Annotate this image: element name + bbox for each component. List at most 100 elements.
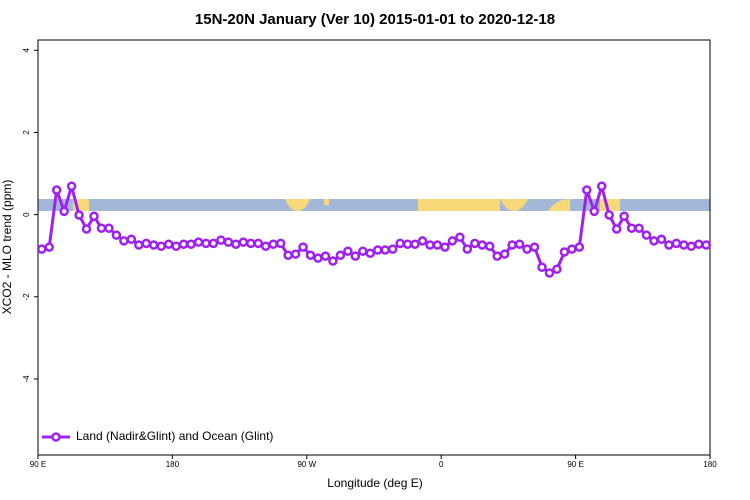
x-tick-label: 0 xyxy=(439,460,444,469)
data-point xyxy=(470,238,480,249)
data-point xyxy=(387,244,398,254)
data-point xyxy=(567,244,577,254)
data-point xyxy=(350,251,361,261)
data-point xyxy=(268,239,278,249)
data-point xyxy=(283,250,293,261)
data-point xyxy=(358,246,368,256)
data-point xyxy=(701,240,712,250)
data-point xyxy=(417,236,428,246)
data-point xyxy=(365,248,376,259)
data-point xyxy=(156,241,166,252)
data-point xyxy=(275,238,286,249)
data-point xyxy=(507,240,517,250)
data-point xyxy=(619,211,629,222)
data-point xyxy=(649,236,659,246)
data-point xyxy=(208,238,219,249)
data-point xyxy=(126,234,137,245)
data-point xyxy=(425,240,435,250)
data-point xyxy=(529,242,540,252)
data-point xyxy=(223,237,234,247)
data-point xyxy=(596,181,607,192)
chart-title: 15N-20N January (Ver 10) 2015-01-01 to 2… xyxy=(195,11,555,28)
data-point xyxy=(216,235,226,245)
data-point xyxy=(499,249,510,259)
data-point xyxy=(141,238,152,249)
data-point xyxy=(111,230,122,240)
data-point xyxy=(66,181,77,192)
data-point xyxy=(402,239,413,249)
data-point xyxy=(626,223,637,233)
y-tick-label: 4 xyxy=(22,47,31,52)
data-point xyxy=(163,239,174,249)
data-point xyxy=(81,224,92,234)
legend-marker xyxy=(51,432,61,442)
data-point xyxy=(656,234,667,245)
data-point xyxy=(260,241,271,252)
data-point xyxy=(372,245,383,255)
x-tick-label: 90 E xyxy=(30,460,46,469)
data-point xyxy=(201,238,211,249)
data-point xyxy=(462,244,473,254)
data-point xyxy=(537,262,547,272)
legend-label: Land (Nadir&Glint) and Ocean (Glint) xyxy=(76,429,273,443)
data-point xyxy=(119,236,129,246)
data-point xyxy=(231,239,241,249)
data-point xyxy=(432,240,443,250)
data-point xyxy=(694,239,704,249)
data-point xyxy=(134,240,144,250)
y-axis-label: XCO2 - MLO trend (ppm) xyxy=(0,180,14,315)
land-ocean-strip xyxy=(38,199,710,211)
x-tick-label: 180 xyxy=(166,460,180,469)
x-tick-label: 180 xyxy=(703,460,717,469)
data-point xyxy=(634,223,644,233)
data-point xyxy=(178,239,189,249)
y-tick-label: 2 xyxy=(22,130,31,135)
y-tick-label: -4 xyxy=(22,375,31,383)
data-point xyxy=(44,242,54,252)
data-point xyxy=(320,251,331,261)
data-point xyxy=(305,250,316,261)
data-point xyxy=(246,238,256,249)
data-point xyxy=(51,185,62,195)
data-point xyxy=(96,223,107,233)
data-point xyxy=(193,237,204,247)
data-point xyxy=(671,238,682,249)
data-point xyxy=(664,240,674,250)
data-point xyxy=(455,232,465,242)
data-point xyxy=(171,241,181,252)
data-point xyxy=(186,239,196,249)
data-point xyxy=(89,211,99,222)
data-point xyxy=(440,242,450,252)
y-tick-label: 0 xyxy=(22,212,31,217)
data-point xyxy=(492,251,502,261)
data-point xyxy=(582,185,592,195)
data-point xyxy=(59,206,69,217)
data-point xyxy=(589,206,600,217)
data-point xyxy=(477,240,488,250)
data-point xyxy=(290,249,301,259)
data-point xyxy=(74,210,84,220)
y-tick-label: -2 xyxy=(22,293,31,301)
data-point xyxy=(395,238,405,249)
data-point xyxy=(686,241,697,252)
data-point xyxy=(335,250,346,261)
data-point xyxy=(36,244,47,254)
data-point xyxy=(679,240,689,250)
data-point xyxy=(148,240,159,250)
data-point xyxy=(104,223,114,233)
data-point xyxy=(238,237,249,247)
x-tick-label: 90 W xyxy=(297,460,316,469)
data-point xyxy=(514,239,525,249)
data-point xyxy=(552,264,562,275)
x-axis-label: Longitude (deg E) xyxy=(327,476,422,490)
data-point xyxy=(328,256,338,266)
data-point xyxy=(641,230,652,240)
data-point xyxy=(574,242,585,252)
data-point xyxy=(343,246,353,256)
data-point xyxy=(410,239,420,249)
data-point xyxy=(484,241,495,252)
data-point xyxy=(298,242,308,252)
data-point xyxy=(559,247,570,257)
data-point xyxy=(380,245,390,255)
